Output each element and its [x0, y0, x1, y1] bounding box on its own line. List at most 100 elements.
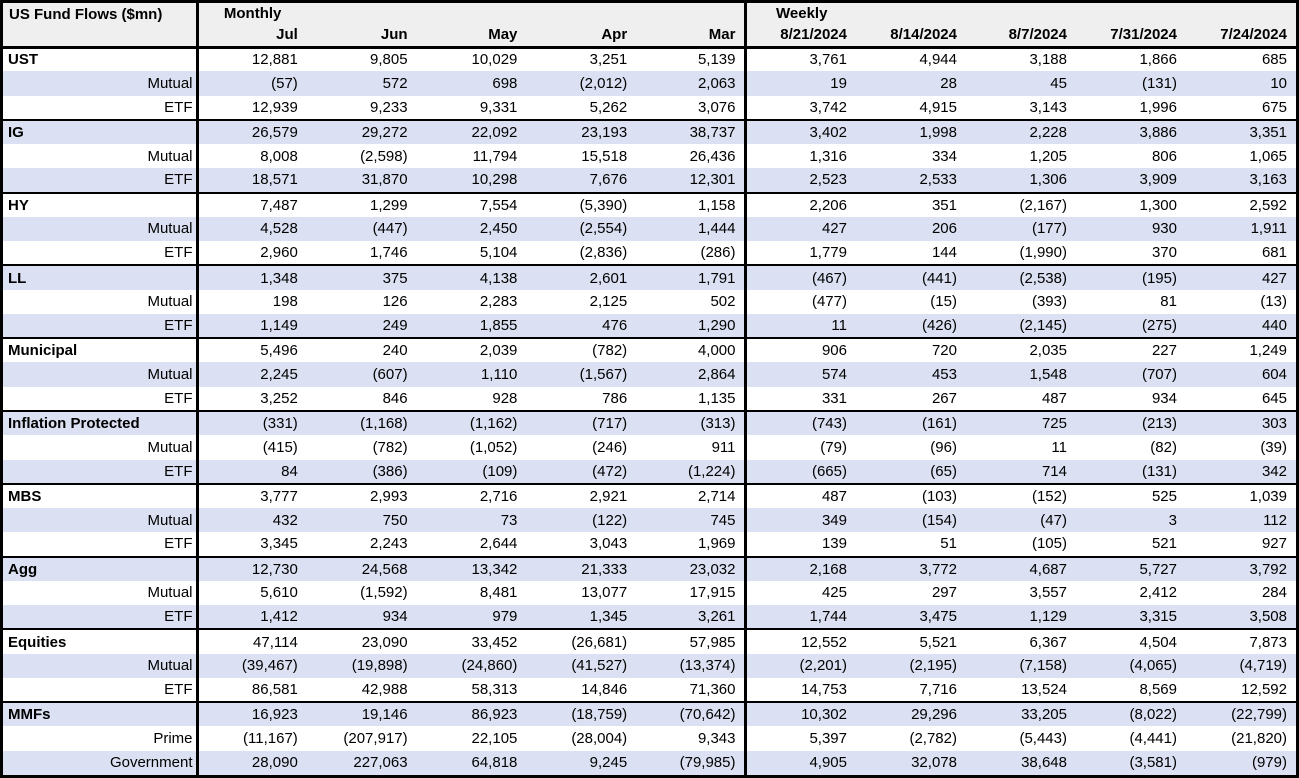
value-cell: 12,301	[636, 168, 746, 193]
value-cell: 12,730	[195, 555, 307, 581]
value-cell: 3,761	[744, 47, 856, 72]
value-cell: 2,035	[965, 337, 1076, 363]
value-cell: 681	[1261, 244, 1287, 262]
value-cell: 139	[744, 532, 856, 557]
row-label: Mutual	[3, 362, 199, 387]
table-title: US Fund Flows ($mn)	[3, 3, 199, 49]
value-cell: 57,985	[636, 628, 746, 654]
value-cell: 3,475	[855, 605, 966, 630]
value-cell: 2,245	[195, 362, 307, 387]
value-cell: 432	[195, 508, 307, 533]
table-row: Mutual (39,467) (19,898) (24,860) (41,527) (1…	[3, 653, 1296, 678]
value-cell: (393)	[1031, 293, 1067, 311]
value-cell: 1,779	[744, 241, 856, 266]
value-cell: 487	[1041, 389, 1067, 407]
value-cell: 2,993	[306, 482, 417, 509]
value-cell: (41,527)	[526, 653, 637, 678]
value-cell: 297	[931, 584, 957, 602]
value-cell: 1,065	[1249, 147, 1287, 165]
value-cell: 73	[416, 508, 527, 533]
value-cell: (331)	[195, 409, 307, 436]
value-cell: (79)	[744, 435, 856, 460]
value-cell: 786	[602, 389, 628, 407]
row-label: ETF	[3, 532, 199, 557]
value-cell: (70,642)	[636, 701, 746, 727]
value-cell: 1,129	[965, 605, 1076, 630]
value-cell: (743)	[744, 409, 856, 436]
table-row: Mutual 198 126 2,283 2,125 502 (477) (15) (393) 8…	[3, 289, 1296, 314]
value-cell: 11	[744, 313, 856, 339]
value-cell: (286)	[700, 244, 736, 262]
value-cell: (57)	[195, 71, 307, 96]
value-cell: 5,104	[479, 244, 518, 262]
value-cell: 2,716	[416, 482, 527, 509]
column-header: 8/14/2024	[855, 25, 966, 49]
value-cell: 22,105	[471, 730, 518, 748]
value-cell: 2,412	[1139, 584, 1177, 602]
value-cell: 28	[855, 71, 966, 96]
value-cell: 1,316	[744, 144, 856, 169]
value-cell: 427	[1185, 264, 1296, 290]
value-cell: 12,881	[195, 47, 307, 72]
value-cell: (1,592)	[360, 584, 408, 602]
value-cell: (477)	[744, 289, 856, 314]
value-cell: 846	[382, 389, 408, 407]
value-cell: 604	[1185, 362, 1296, 387]
section-filler	[306, 3, 746, 25]
value-cell: 720	[855, 337, 966, 363]
value-cell: 267	[931, 389, 957, 407]
value-cell: 3,163	[1185, 168, 1296, 193]
value-cell: (467)	[744, 264, 856, 290]
value-cell: 42,988	[361, 681, 408, 699]
value-cell: (3,581)	[1075, 750, 1186, 775]
value-cell: 2,283	[479, 293, 518, 311]
value-cell: (39,467)	[195, 653, 307, 678]
column-header: Apr	[526, 25, 637, 49]
value-cell: (131)	[1075, 71, 1186, 96]
value-cell: (707)	[1075, 362, 1186, 387]
column-header: 8/21/2024	[744, 25, 856, 49]
value-cell: 906	[744, 337, 856, 363]
table-row: Mutual 8,008 (2,598) 11,794 15,518 26,436 1,31…	[3, 144, 1296, 169]
table-row: ETF 1,412 934 979 1,345 3,261 1,744 3,475 1,129 3…	[3, 605, 1296, 630]
value-cell: (2,836)	[579, 244, 628, 262]
value-cell: (2,167)	[965, 191, 1076, 217]
value-cell: 33,205	[965, 701, 1076, 727]
value-cell: 2,168	[744, 555, 856, 581]
value-cell: 198	[195, 289, 307, 314]
value-cell: (122)	[526, 508, 637, 533]
value-cell: 2,601	[526, 264, 637, 290]
table-row: MMFs 16,923 19,146 86,923 (18,759) (70,642) 10…	[3, 701, 1296, 727]
row-label: ETF	[3, 386, 199, 411]
value-cell: (82)	[1150, 438, 1177, 456]
value-cell: 5,610	[195, 580, 307, 606]
value-cell: (161)	[855, 409, 966, 436]
value-cell: 425	[744, 580, 856, 606]
value-cell: 64,818	[416, 750, 527, 775]
value-cell: (207,917)	[343, 730, 408, 748]
table-row: Municipal 5,496 240 2,039 (782) 4,000 906 720 2,…	[3, 337, 1296, 363]
value-cell: 11	[1051, 438, 1067, 456]
value-cell: 1,412	[195, 605, 307, 630]
value-cell: (96)	[930, 438, 957, 456]
value-cell: 112	[1185, 508, 1296, 533]
table-row: ETF 3,345 2,243 2,644 3,043 1,969 139 51 (105) 52…	[3, 532, 1296, 557]
value-cell: (1,990)	[1019, 244, 1067, 262]
row-label: MMFs	[3, 701, 199, 727]
value-cell: 334	[931, 147, 957, 165]
value-cell: 370	[1151, 244, 1177, 262]
value-cell: 8,008	[195, 144, 307, 169]
value-cell: 3,345	[195, 532, 307, 557]
value-cell: (4,441)	[1129, 730, 1177, 748]
table-row: HY 7,487 1,299 7,554 (5,390) 1,158 2,206 351 (2,…	[3, 191, 1296, 217]
value-cell: 15,518	[581, 147, 628, 165]
row-label: Mutual	[3, 653, 199, 678]
value-cell: 5,139	[697, 51, 736, 69]
value-cell: 9,805	[370, 51, 408, 69]
value-cell: (24,860)	[416, 653, 527, 678]
column-header-row: Jul Jun May Apr Mar 8/21/2024 8/14/2024 8/7/202…	[3, 25, 1296, 49]
row-label: ETF	[3, 313, 199, 339]
value-cell: 84	[195, 459, 307, 484]
value-cell: 3,143	[1029, 98, 1067, 116]
value-cell: 2,592	[1185, 191, 1296, 217]
